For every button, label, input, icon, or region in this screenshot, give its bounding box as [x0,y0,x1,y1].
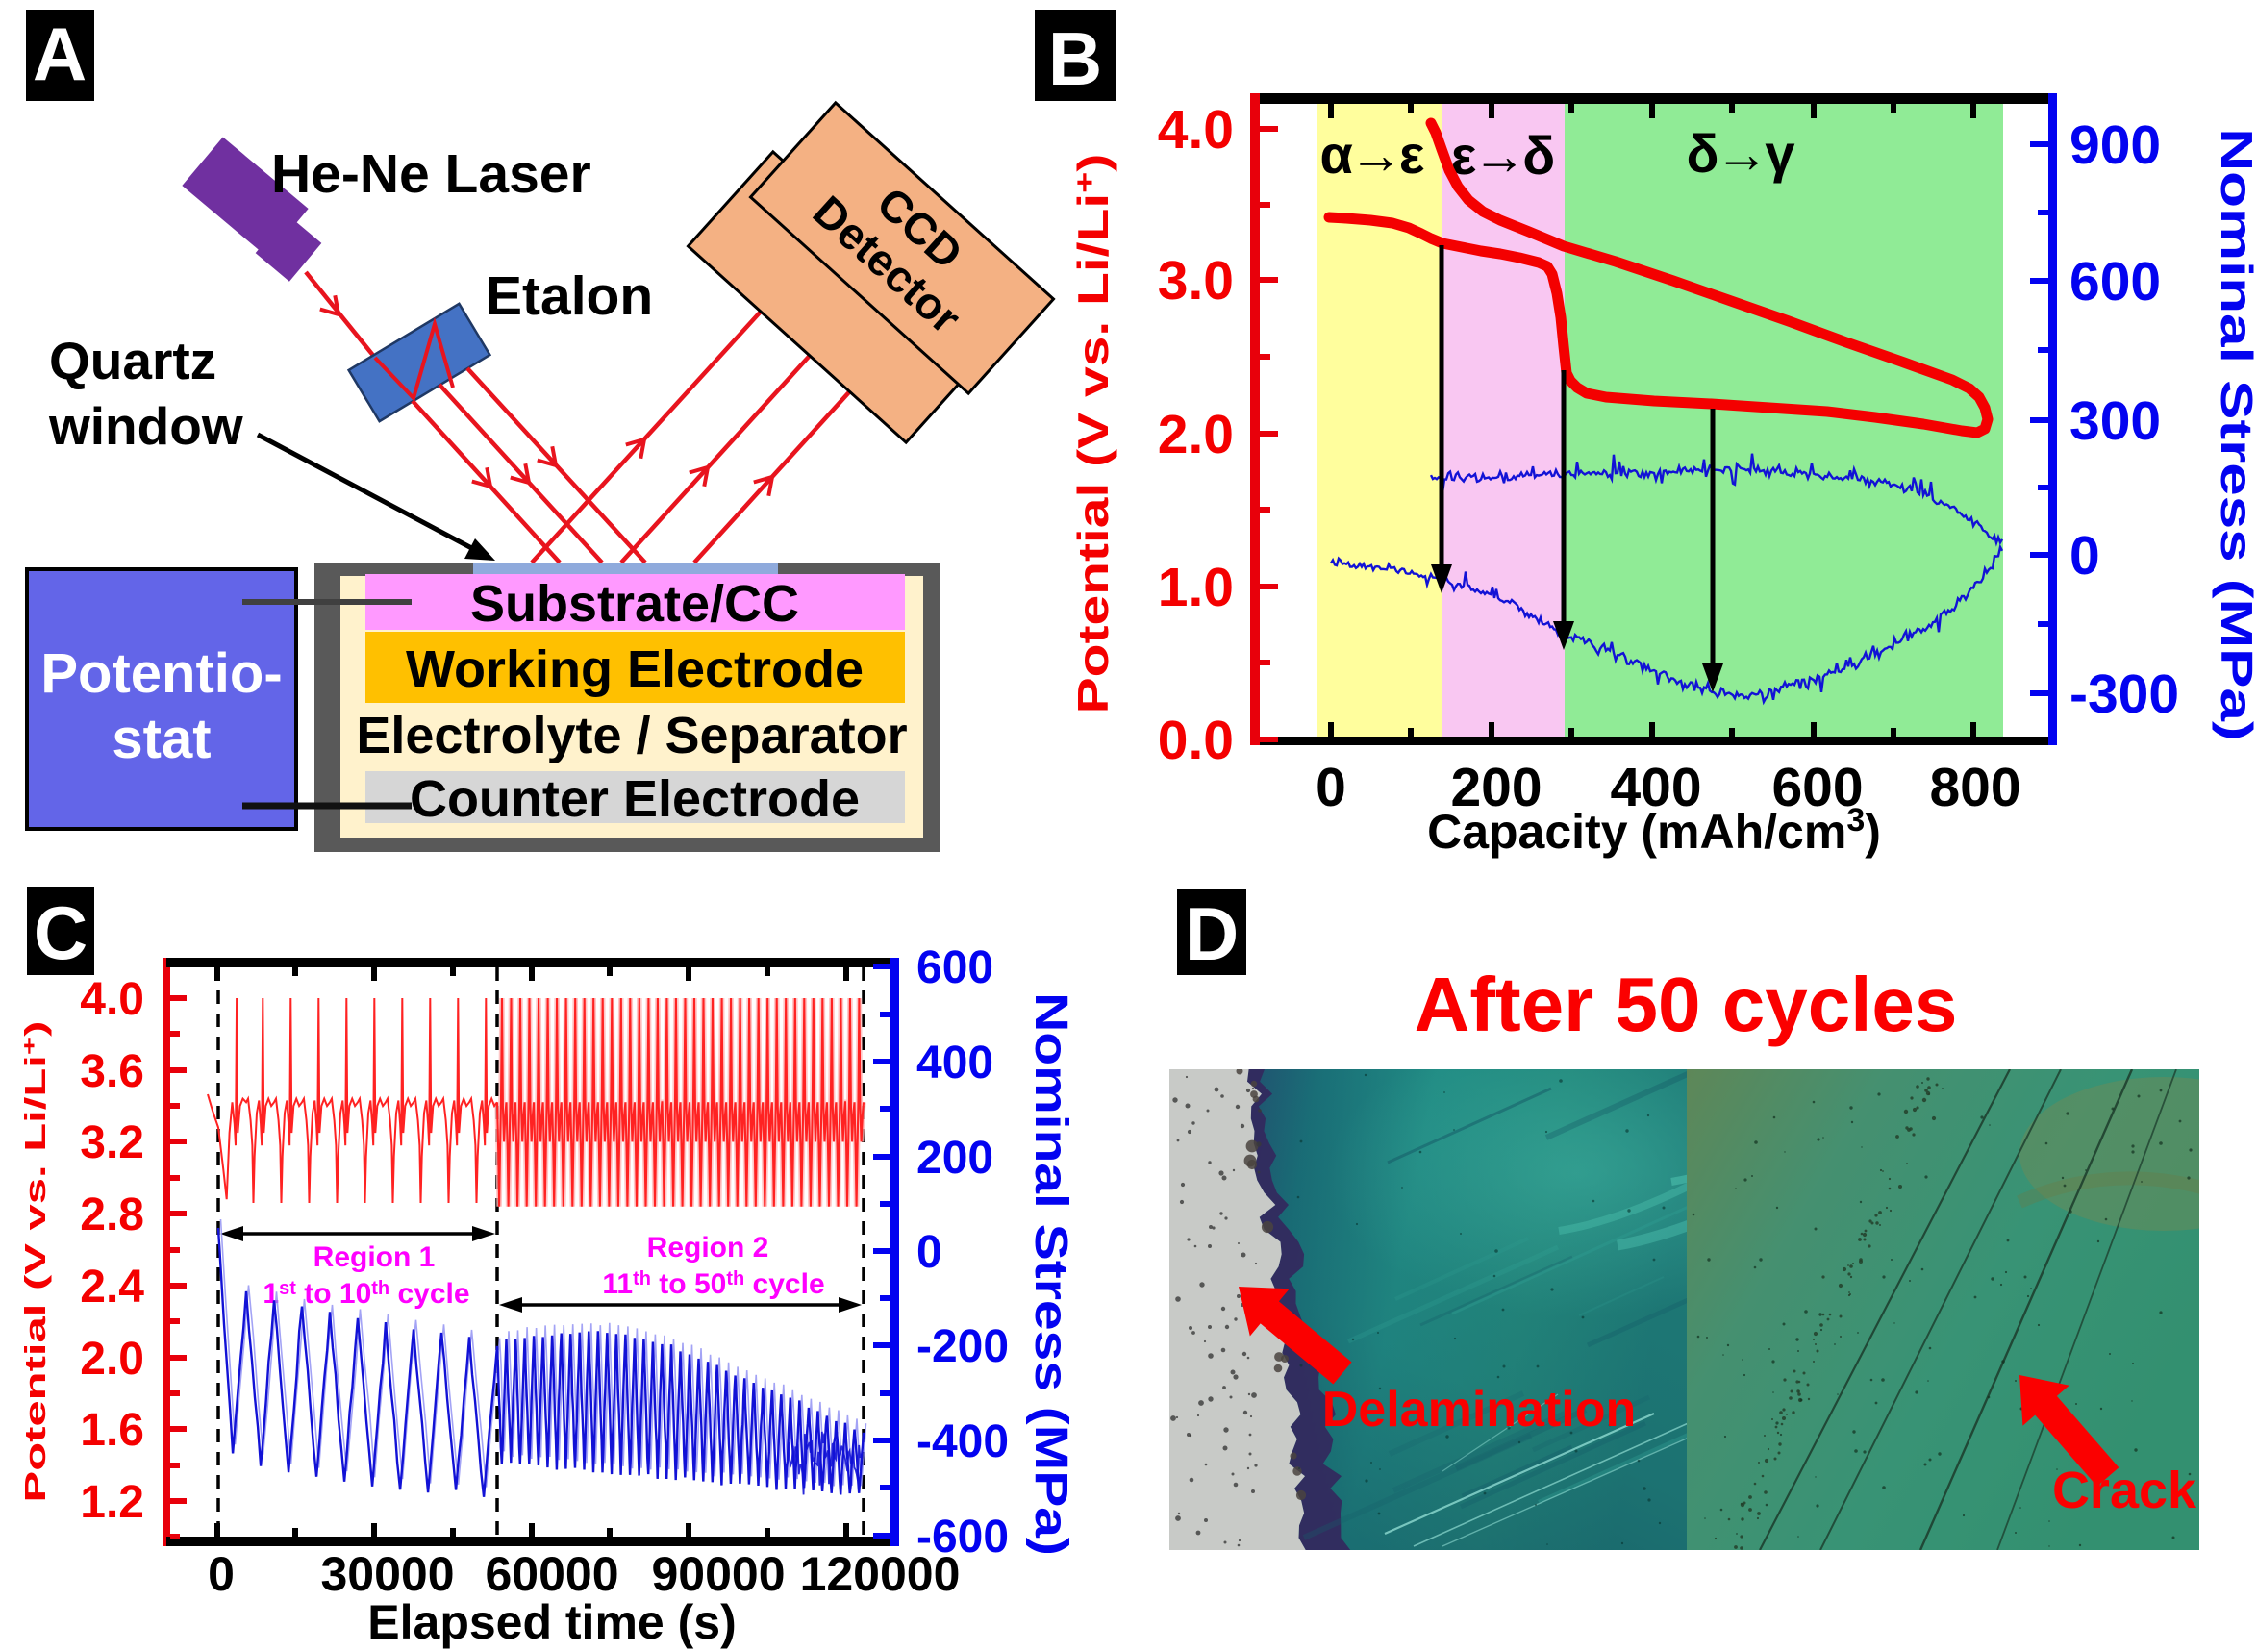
svg-text:D: D [1185,891,1239,976]
svg-text:90000: 90000 [651,1547,785,1601]
svg-text:-600: -600 [916,1512,1009,1563]
svg-text:1st to 10th cycle: 1st to 10th cycle [263,1278,469,1310]
svg-text:0: 0 [2069,525,2100,587]
svg-text:900: 900 [2069,114,2161,176]
svg-text:Region 2: Region 2 [647,1232,769,1264]
svg-text:800: 800 [1929,757,2020,818]
svg-text:C: C [34,890,88,975]
svg-text:2.4: 2.4 [80,1262,144,1313]
svg-text:After 50 cycles: After 50 cycles [1415,962,1958,1047]
svg-text:200: 200 [1450,757,1542,818]
svg-text:Delamination: Delamination [1322,1382,1637,1438]
svg-text:300: 300 [2069,390,2161,452]
svg-text:600: 600 [2069,251,2161,313]
svg-text:600: 600 [1771,757,1863,818]
svg-text:200: 200 [916,1133,993,1184]
svg-text:1.2: 1.2 [80,1477,144,1528]
svg-text:α→ε: α→ε [1319,124,1424,185]
svg-text:0: 0 [1316,757,1346,818]
svg-text:600: 600 [916,942,993,993]
svg-text:Electrolyte / Separator: Electrolyte / Separator [356,707,907,764]
svg-text:0.0: 0.0 [1158,710,1234,771]
svg-text:60000: 60000 [485,1547,618,1601]
svg-text:-300: -300 [2069,663,2179,725]
svg-text:30000: 30000 [320,1547,454,1601]
svg-text:Working Electrode: Working Electrode [406,640,864,698]
svg-text:Region 1: Region 1 [313,1241,436,1273]
svg-text:2.0: 2.0 [1158,404,1234,465]
svg-text:3.6: 3.6 [80,1046,144,1097]
svg-text:Nominal Stress (MPa): Nominal Stress (MPa) [1025,992,1077,1556]
svg-text:4.0: 4.0 [80,974,144,1025]
svg-text:window: window [48,396,243,456]
svg-text:He-Ne Laser: He-Ne Laser [271,143,591,205]
svg-text:A: A [33,12,87,96]
svg-text:-400: -400 [916,1416,1009,1467]
svg-text:Substrate/CC: Substrate/CC [470,575,799,633]
svg-text:stat: stat [112,708,211,770]
svg-text:B: B [1048,16,1102,101]
svg-text:2.0: 2.0 [80,1334,144,1385]
svg-text:Potential (V vs. Li/Li+): Potential (V vs. Li/Li+) [1069,154,1117,714]
svg-text:Crack: Crack [2052,1462,2197,1519]
svg-text:δ→γ: δ→γ [1686,123,1794,184]
svg-text:Elapsed time (s): Elapsed time (s) [367,1595,736,1649]
svg-text:2.8: 2.8 [80,1189,144,1240]
svg-text:0: 0 [208,1547,235,1601]
svg-text:ε→δ: ε→δ [1451,125,1556,186]
svg-text:400: 400 [916,1038,993,1089]
svg-text:0: 0 [916,1227,942,1278]
svg-text:400: 400 [1610,757,1701,818]
svg-text:120000: 120000 [800,1547,961,1601]
svg-text:Counter Electrode: Counter Electrode [410,770,860,828]
svg-text:Etalon: Etalon [486,265,653,327]
svg-text:3.2: 3.2 [80,1117,144,1168]
svg-text:Potential (V vs. Li/Li+): Potential (V vs. Li/Li+) [17,1021,51,1503]
svg-text:3.0: 3.0 [1158,250,1234,312]
svg-text:1.6: 1.6 [80,1405,144,1456]
svg-text:Nominal Stress (MPa): Nominal Stress (MPa) [2212,128,2257,740]
svg-text:-200: -200 [916,1321,1009,1372]
svg-text:4.0: 4.0 [1158,99,1234,161]
svg-text:Potentio-: Potentio- [40,642,282,705]
svg-text:Quartz: Quartz [49,331,216,390]
svg-text:Capacity (mAh/cm3): Capacity (mAh/cm3) [1427,802,1881,859]
svg-text:1.0: 1.0 [1158,557,1234,618]
